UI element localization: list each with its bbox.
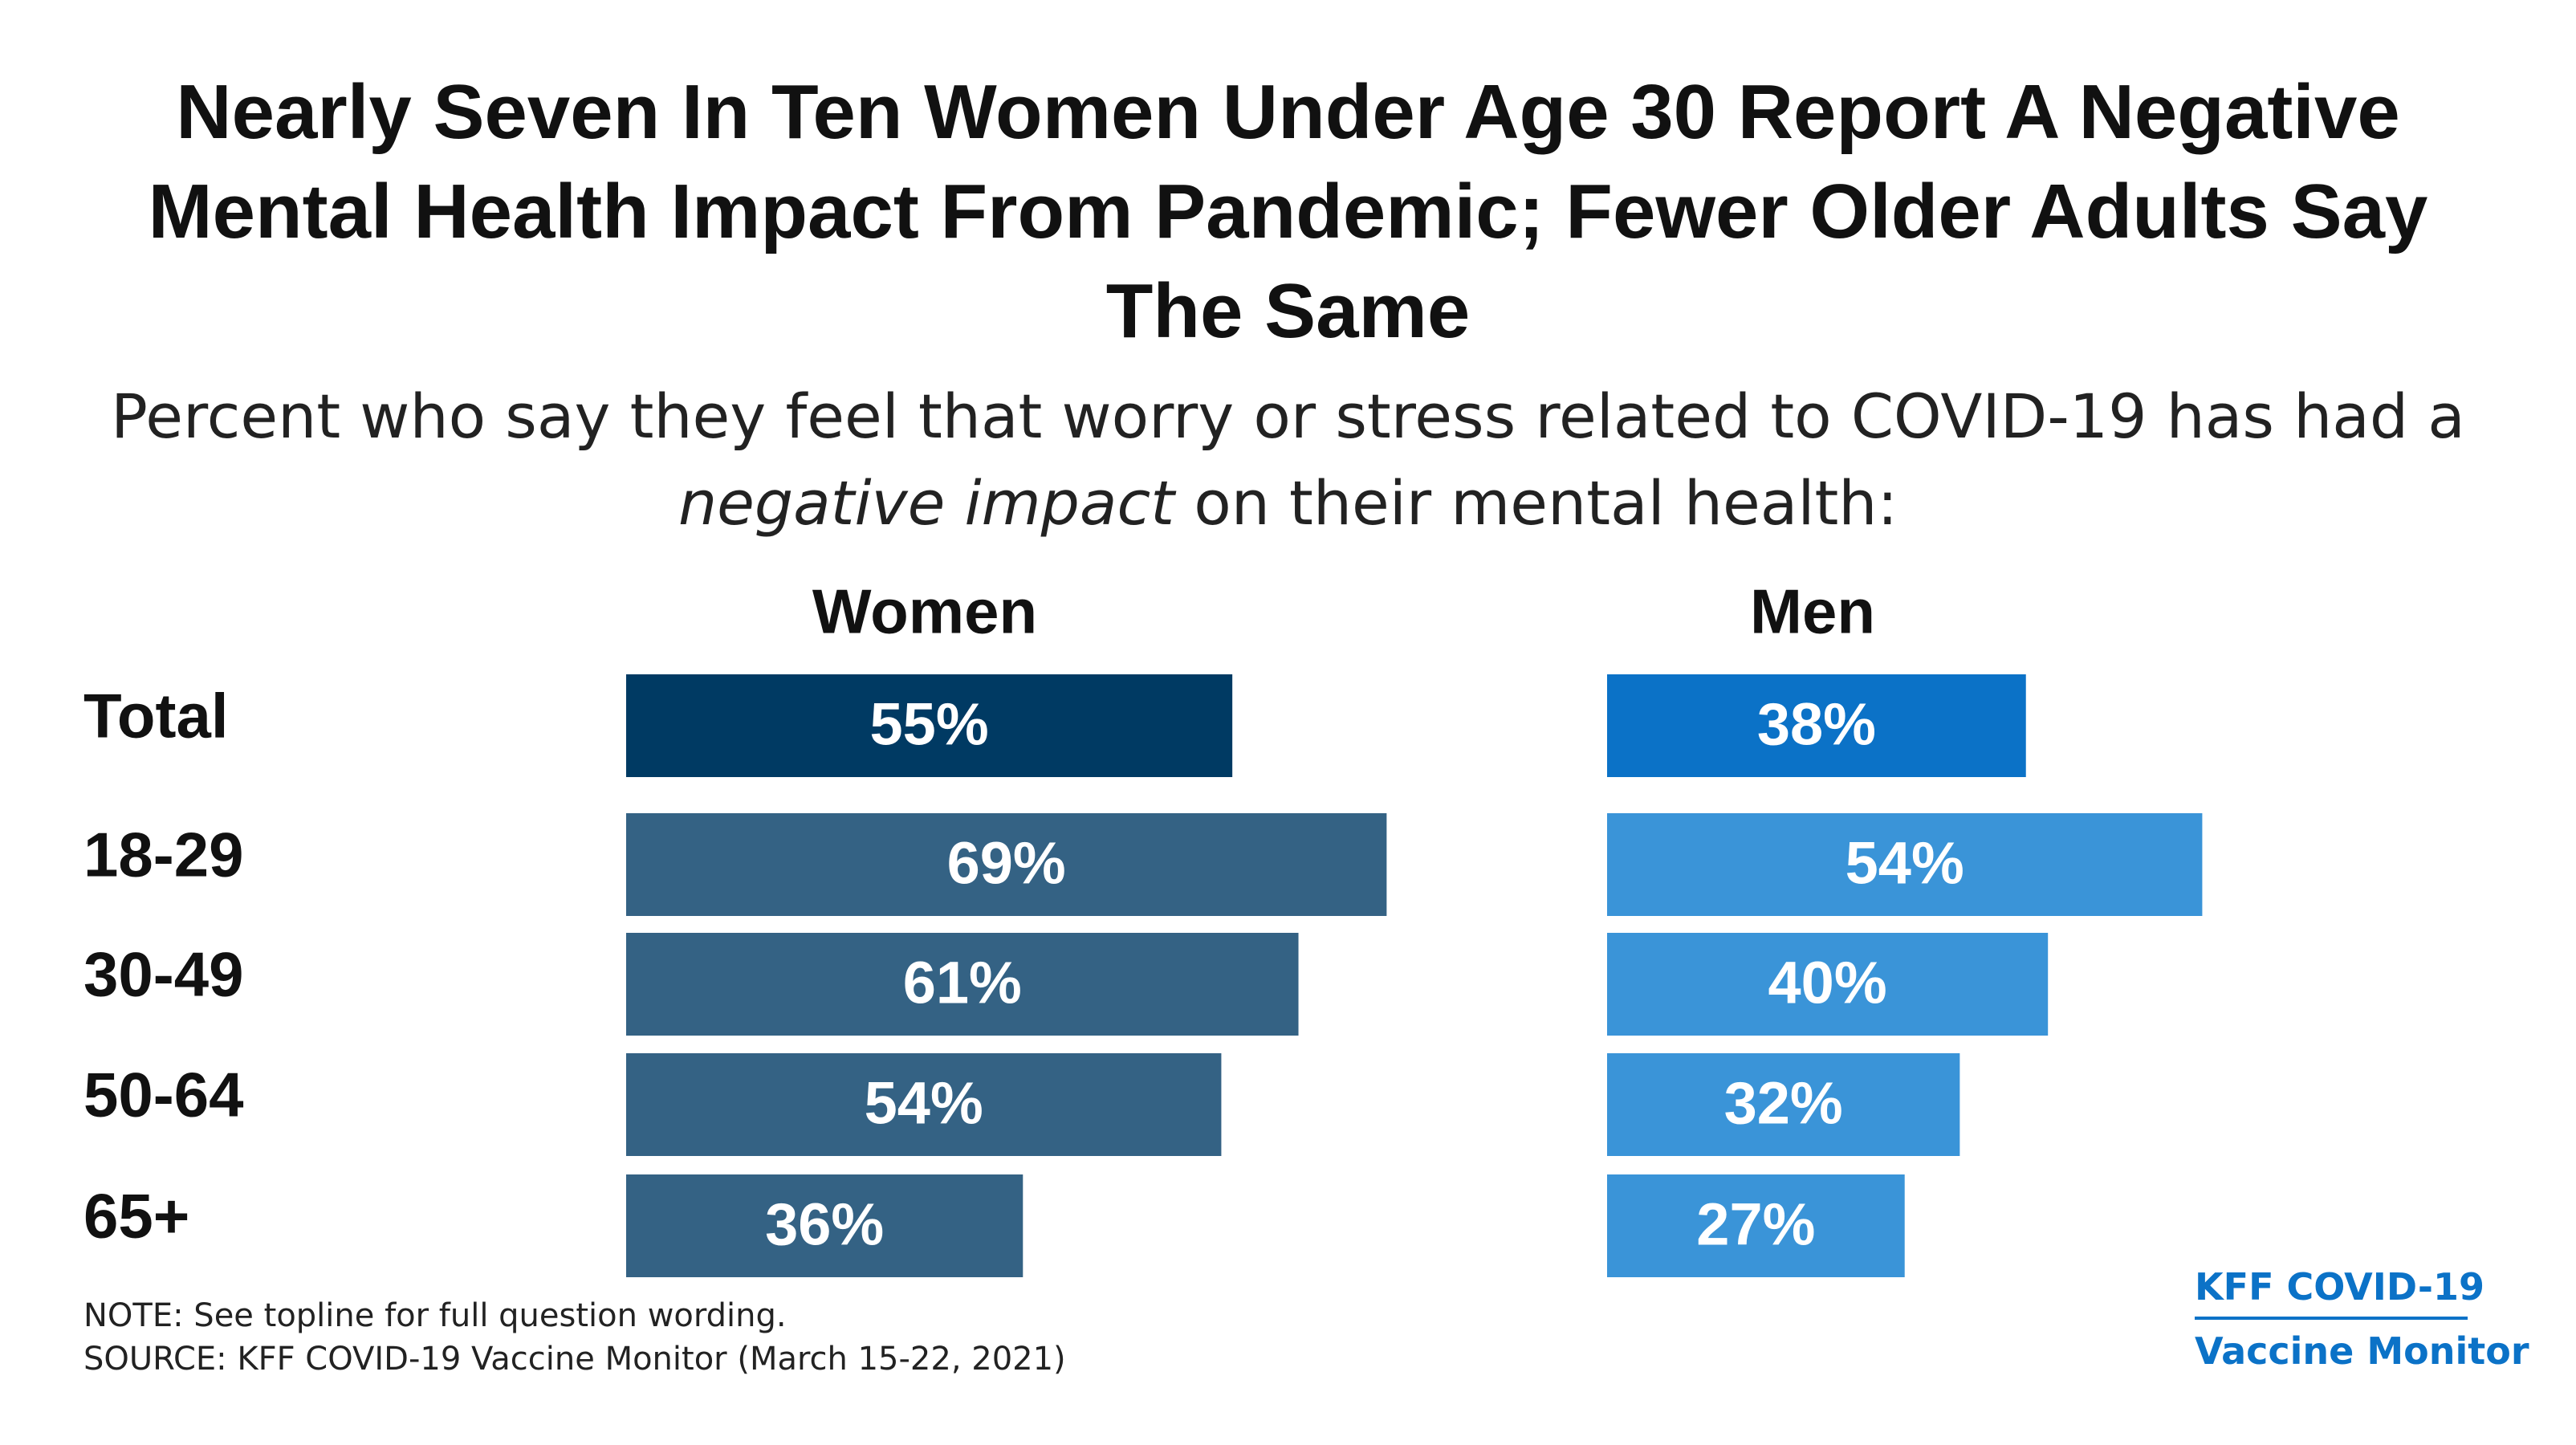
footnote: NOTE: See topline for full question word…: [83, 1294, 1066, 1381]
category-label-65-: 65+: [83, 1181, 189, 1252]
bar-men-30-49: [1607, 933, 2049, 1036]
data-label-men-18-29: 54%: [1846, 830, 1964, 897]
data-label-women-18-29: 69%: [947, 830, 1066, 897]
data-label-women-50-64: 54%: [865, 1070, 983, 1137]
category-label-30-49: 30-49: [83, 939, 244, 1010]
bar-women-30-49: [626, 933, 1299, 1036]
bar-women-65-: [626, 1174, 1023, 1277]
bar-women-50-64: [626, 1053, 1222, 1156]
series-header-men: Men: [1750, 576, 1875, 647]
chart-title-line-2: Mental Health Impact From Pandemic; Fewe…: [148, 169, 2428, 254]
category-label-50-64: 50-64: [83, 1060, 244, 1130]
bar-men-total: [1607, 674, 2026, 777]
data-label-women-65-: 36%: [765, 1191, 884, 1258]
chart-subtitle-line-1: Percent who say they feel that worry or …: [111, 381, 2465, 452]
data-label-men-total: 38%: [1757, 691, 1876, 758]
kff-logo-line-2: Vaccine Monitor: [2195, 1329, 2529, 1373]
bar-men-50-64: [1607, 1053, 1960, 1156]
bar-women-18-29: [626, 813, 1387, 916]
kff-logo: KFF COVID-19 Vaccine Monitor: [2195, 1265, 2529, 1373]
chart-title: Nearly Seven In Ten Women Under Age 30 R…: [0, 63, 2576, 361]
data-label-women-total: 55%: [870, 691, 989, 758]
kff-logo-line-1: KFF COVID-19: [2195, 1265, 2484, 1320]
bar-men-18-29: [1607, 813, 2203, 916]
bar-women-total: [626, 674, 1233, 777]
series-header-women: Women: [812, 576, 1037, 647]
chart-subtitle-line-2-rest: on their mental health:: [1174, 467, 1898, 539]
category-label-18-29: 18-29: [83, 820, 244, 890]
chart-subtitle: Percent who say they feel that worry or …: [0, 373, 2576, 547]
chart-title-line-3: The Same: [1105, 268, 1471, 354]
category-label-total: Total: [83, 681, 229, 751]
data-label-women-30-49: 61%: [903, 950, 1022, 1016]
data-label-men-65-: 27%: [1696, 1191, 1815, 1258]
chart-title-line-1: Nearly Seven In Ten Women Under Age 30 R…: [176, 69, 2400, 155]
footnote-source: SOURCE: KFF COVID-19 Vaccine Monitor (Ma…: [83, 1341, 1066, 1378]
data-label-men-30-49: 40%: [1768, 950, 1887, 1016]
footnote-note: NOTE: See topline for full question word…: [83, 1297, 787, 1334]
chart-subtitle-line-2: negative impact on their mental health:: [0, 460, 2576, 547]
data-label-men-50-64: 32%: [1724, 1070, 1843, 1137]
chart-subtitle-emphasis: negative impact: [678, 467, 1175, 539]
bar-men-65-: [1607, 1174, 1905, 1277]
